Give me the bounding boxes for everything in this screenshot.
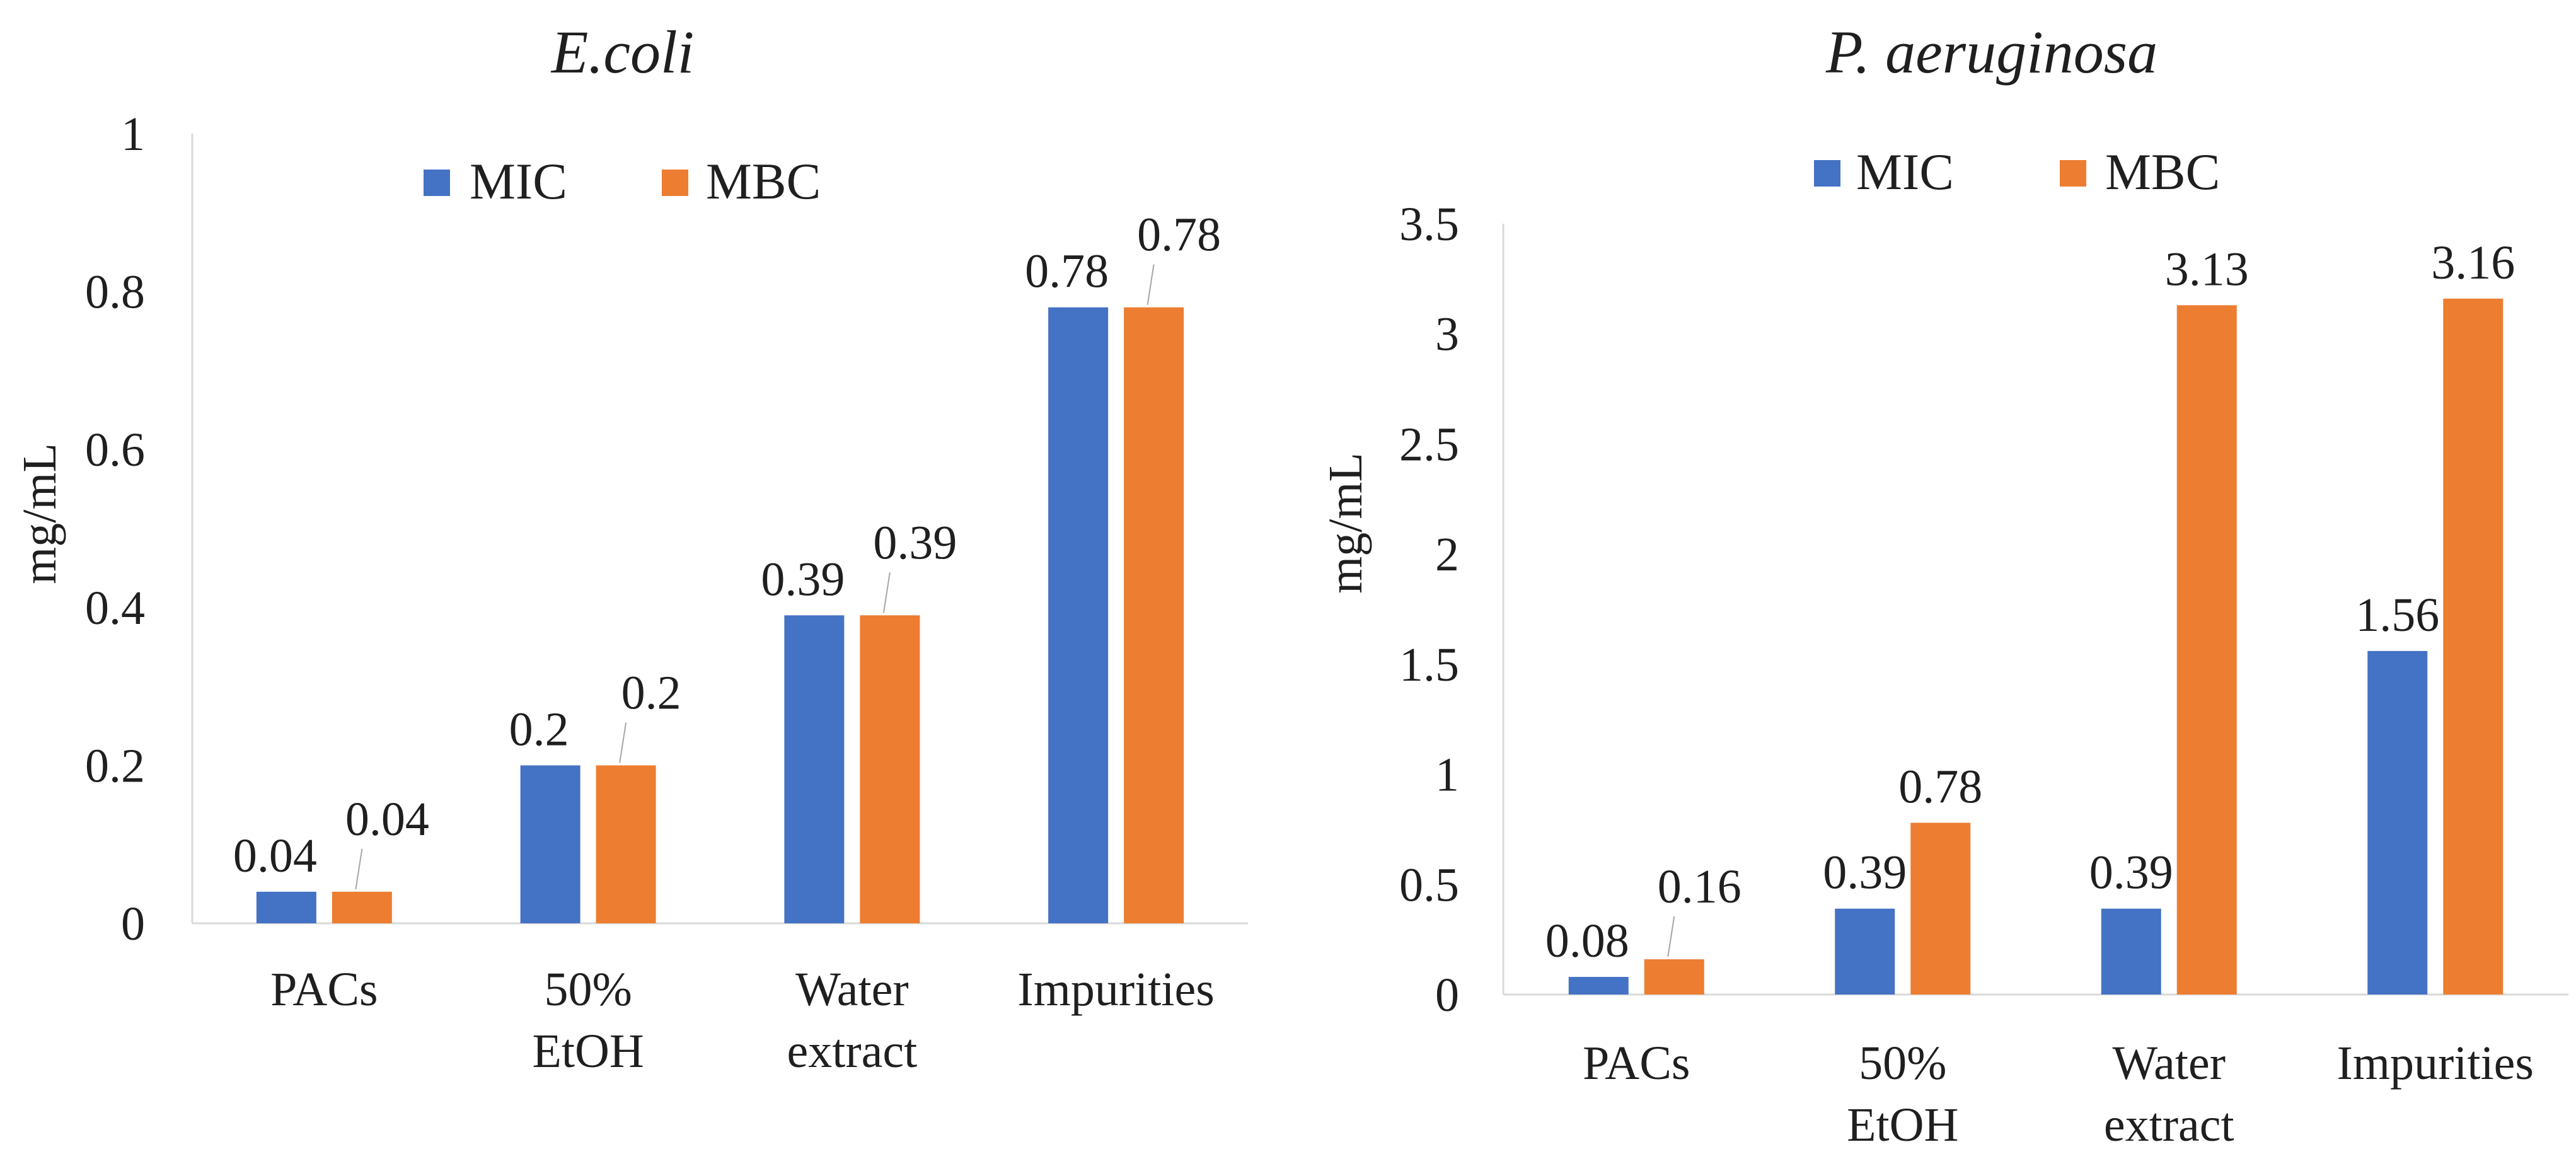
- data-label: 0.04: [345, 793, 429, 846]
- bar: [860, 615, 920, 923]
- bar: [1048, 307, 1109, 923]
- y-tick-label: 1.5: [1399, 638, 1459, 691]
- chart-title: P. aeruginosa: [1825, 18, 2157, 86]
- data-label: 0.39: [761, 553, 845, 606]
- chart-title: E.coli: [550, 18, 695, 86]
- data-label-leader: [882, 572, 891, 613]
- y-tick-label: 3.5: [1399, 198, 1459, 251]
- y-axis-label: mg/mL: [1319, 453, 1372, 594]
- bar: [2443, 298, 2504, 995]
- x-category-label: PACs: [270, 963, 378, 1016]
- legend-label: MBC: [2105, 143, 2220, 200]
- data-label: 0.2: [509, 703, 569, 756]
- data-label-leader: [355, 848, 363, 890]
- y-tick-label: 0.4: [85, 582, 145, 635]
- y-tick-label: 0.6: [85, 424, 145, 476]
- bar: [1835, 908, 1895, 995]
- y-tick-label: 2: [1435, 528, 1459, 581]
- y-tick-label: 0: [1435, 969, 1459, 1022]
- data-label-leader: [619, 722, 627, 763]
- data-label: 0.39: [1823, 846, 1907, 899]
- data-label: 0.78: [1898, 760, 1982, 813]
- y-tick-label: 1: [1435, 749, 1459, 802]
- x-category-label: EtOH: [532, 1025, 644, 1078]
- y-axis-label: mg/mL: [13, 443, 66, 584]
- x-category-label: Water: [795, 963, 909, 1016]
- data-label: 3.16: [2431, 236, 2515, 289]
- data-label: 0.04: [233, 829, 317, 882]
- x-category-label: 50%: [1859, 1037, 1946, 1090]
- bar: [520, 765, 580, 923]
- bar: [2367, 650, 2428, 995]
- legend-swatch: [2060, 160, 2086, 187]
- chart-panel-paeruginosa: P. aeruginosa mg/mL 0 0.5 1 1.5 2 2.5 3 3.5 MIC M…: [1319, 18, 2568, 1151]
- data-label: 0.39: [2089, 846, 2173, 899]
- y-tick-label: 3: [1435, 308, 1459, 361]
- data-label: 0.78: [1137, 209, 1221, 262]
- bar: [2176, 305, 2237, 995]
- legend-label: MBC: [706, 153, 821, 210]
- x-category-label: extract: [2104, 1099, 2234, 1151]
- data-label: 0.78: [1025, 245, 1109, 298]
- legend-label: MIC: [1856, 143, 1954, 200]
- data-label-leader: [1146, 264, 1155, 305]
- x-category-label: Impurities: [2337, 1037, 2534, 1090]
- x-category-label: EtOH: [1847, 1099, 1958, 1151]
- y-tick-label: 2.5: [1399, 418, 1459, 471]
- data-label: 0.39: [873, 516, 957, 569]
- x-category-label: 50%: [544, 963, 632, 1016]
- bar: [784, 615, 845, 923]
- x-category-label: PACs: [1583, 1037, 1690, 1090]
- chart-panel-ecoli: E.coli mg/mL 0 0.2 0.4 0.6 0.8 1 MIC MBC 0.04 0.0…: [13, 18, 1248, 1078]
- y-tick-label: 0.5: [1399, 858, 1459, 911]
- legend-swatch: [1814, 160, 1840, 187]
- y-tick-label: 0.2: [85, 739, 145, 792]
- bar: [332, 891, 392, 923]
- y-tick-label: 0.8: [85, 266, 145, 319]
- legend-label: MIC: [470, 153, 567, 210]
- data-label: 0.08: [1545, 914, 1629, 967]
- x-category-label: extract: [787, 1025, 918, 1078]
- bar: [256, 891, 316, 923]
- data-label: 0.16: [1658, 860, 1741, 913]
- data-label: 3.13: [2165, 243, 2249, 296]
- data-label: 0.2: [621, 666, 681, 719]
- legend-swatch: [662, 170, 688, 196]
- data-label: 1.56: [2355, 589, 2439, 642]
- legend-swatch: [424, 170, 450, 196]
- y-tick-label: 1: [121, 108, 145, 161]
- bar: [596, 765, 656, 923]
- bar: [1568, 977, 1629, 995]
- bar: [2101, 908, 2161, 995]
- bar: [1124, 307, 1184, 923]
- bar: [1910, 822, 1971, 995]
- bar: [1644, 959, 1704, 995]
- data-label-leader: [1667, 916, 1675, 957]
- x-category-label: Impurities: [1017, 963, 1214, 1016]
- x-category-label: Water: [2112, 1037, 2226, 1090]
- y-tick-label: 0: [121, 897, 145, 950]
